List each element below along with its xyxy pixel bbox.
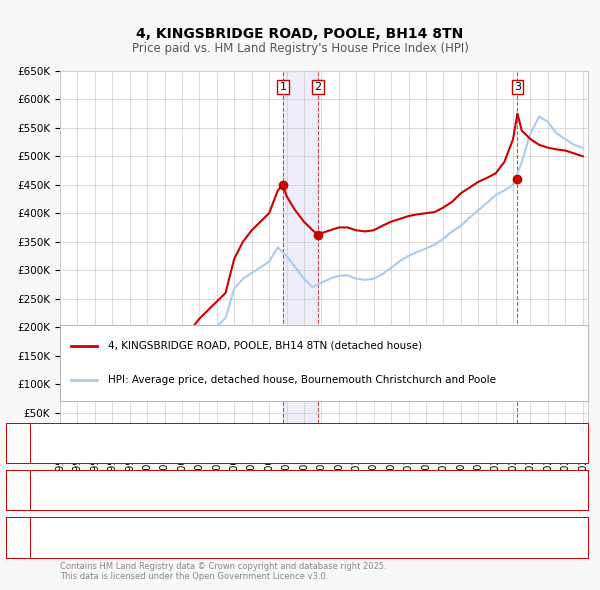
Text: 3% ↓ HPI: 3% ↓ HPI — [342, 533, 394, 542]
Text: £450,000: £450,000 — [228, 438, 281, 448]
Text: 3: 3 — [14, 533, 22, 542]
Text: 31-MAR-2021: 31-MAR-2021 — [72, 533, 147, 542]
Text: 3: 3 — [514, 82, 521, 92]
Text: 1: 1 — [280, 82, 287, 92]
Text: £460,000: £460,000 — [228, 533, 281, 542]
Text: 29-OCT-2009: 29-OCT-2009 — [72, 486, 145, 495]
Text: 19-OCT-2007: 19-OCT-2007 — [72, 438, 145, 448]
Text: 4, KINGSBRIDGE ROAD, POOLE, BH14 8TN (detached house): 4, KINGSBRIDGE ROAD, POOLE, BH14 8TN (de… — [107, 341, 422, 351]
Text: 32% ↑ HPI: 32% ↑ HPI — [342, 438, 401, 448]
Text: 2: 2 — [314, 82, 322, 92]
Text: 2: 2 — [14, 486, 22, 495]
Text: Contains HM Land Registry data © Crown copyright and database right 2025.
This d: Contains HM Land Registry data © Crown c… — [60, 562, 386, 581]
Text: HPI: Average price, detached house, Bournemouth Christchurch and Poole: HPI: Average price, detached house, Bour… — [107, 375, 496, 385]
Text: 1: 1 — [14, 438, 22, 448]
Text: 20% ↑ HPI: 20% ↑ HPI — [342, 486, 401, 495]
Text: Price paid vs. HM Land Registry's House Price Index (HPI): Price paid vs. HM Land Registry's House … — [131, 42, 469, 55]
Bar — [283, 71, 318, 441]
Text: 4, KINGSBRIDGE ROAD, POOLE, BH14 8TN: 4, KINGSBRIDGE ROAD, POOLE, BH14 8TN — [136, 27, 464, 41]
Text: £362,000: £362,000 — [228, 486, 281, 495]
